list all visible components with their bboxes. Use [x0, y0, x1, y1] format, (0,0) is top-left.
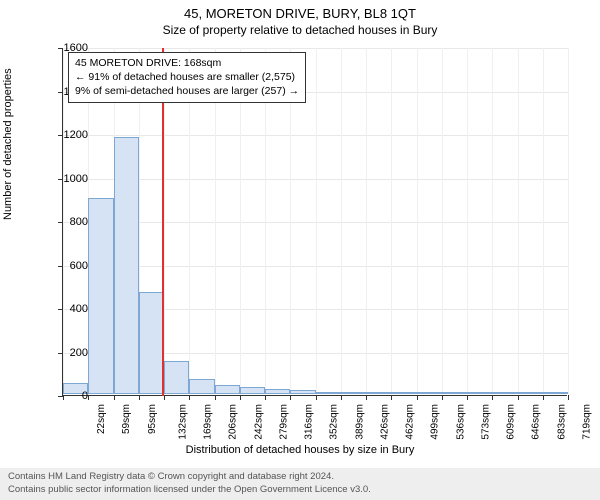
xtick-label: 242sqm: [253, 404, 264, 440]
xtick-mark: [391, 395, 392, 400]
ytick-label: 800: [48, 216, 88, 228]
xtick-label: 279sqm: [278, 404, 289, 440]
chart-title: 45, MORETON DRIVE, BURY, BL8 1QT: [0, 0, 600, 21]
histogram-bar: [189, 379, 214, 394]
xtick-mark: [139, 395, 140, 400]
gridline-v: [391, 48, 392, 396]
xtick-label: 573sqm: [480, 404, 491, 440]
ytick-label: 600: [48, 260, 88, 272]
xtick-label: 22sqm: [96, 404, 107, 434]
gridline-v: [417, 48, 418, 396]
gridline-v: [467, 48, 468, 396]
histogram-bar: [366, 392, 391, 394]
xtick-label: 426sqm: [379, 404, 390, 440]
xtick-label: 536sqm: [455, 404, 466, 440]
histogram-bar: [164, 361, 189, 394]
footer-line-1: Contains HM Land Registry data © Crown c…: [8, 471, 592, 483]
histogram-bar: [215, 385, 240, 394]
ytick-label: 1000: [48, 173, 88, 185]
histogram-bar: [442, 392, 467, 394]
xtick-mark: [467, 395, 468, 400]
xtick-label: 132sqm: [177, 404, 188, 440]
xtick-label: 499sqm: [430, 404, 441, 440]
histogram-bar: [518, 392, 543, 394]
xtick-label: 316sqm: [304, 404, 315, 440]
ytick-label: 0: [48, 390, 88, 402]
xtick-mark: [240, 395, 241, 400]
xtick-label: 389sqm: [354, 404, 365, 440]
x-axis-label: Distribution of detached houses by size …: [0, 444, 600, 456]
annotation-line: ← 91% of detached houses are smaller (2,…: [75, 70, 299, 84]
xtick-mark: [518, 395, 519, 400]
histogram-bar: [391, 392, 416, 394]
gridline-v: [366, 48, 367, 396]
xtick-label: 206sqm: [228, 404, 239, 440]
histogram-bar: [417, 392, 442, 394]
footer: Contains HM Land Registry data © Crown c…: [0, 468, 600, 500]
xtick-label: 59sqm: [121, 404, 132, 434]
gridline-v: [543, 48, 544, 396]
xtick-mark: [366, 395, 367, 400]
y-axis-label: Number of detached properties: [2, 68, 14, 220]
xtick-mark: [189, 395, 190, 400]
xtick-label: 462sqm: [405, 404, 416, 440]
xtick-label: 609sqm: [506, 404, 517, 440]
gridline-v: [568, 48, 569, 396]
histogram-bar: [265, 389, 290, 394]
histogram-bar: [290, 390, 315, 394]
ytick-label: 200: [48, 347, 88, 359]
xtick-mark: [88, 395, 89, 400]
gridline-v: [341, 48, 342, 396]
annotation-line: 45 MORETON DRIVE: 168sqm: [75, 56, 299, 70]
histogram-bar: [341, 392, 366, 394]
ytick-label: 1200: [48, 129, 88, 141]
histogram-bar: [240, 387, 265, 394]
xtick-mark: [442, 395, 443, 400]
gridline-v: [316, 48, 317, 396]
xtick-mark: [543, 395, 544, 400]
annotation-box: 45 MORETON DRIVE: 168sqm← 91% of detache…: [68, 52, 306, 103]
xtick-mark: [341, 395, 342, 400]
footer-line-2: Contains public sector information licen…: [8, 484, 592, 496]
xtick-label: 683sqm: [556, 404, 567, 440]
histogram-bar: [492, 392, 517, 394]
gridline-v: [492, 48, 493, 396]
xtick-mark: [492, 395, 493, 400]
histogram-bar: [139, 292, 164, 394]
xtick-mark: [417, 395, 418, 400]
gridline-v: [442, 48, 443, 396]
histogram-bar: [114, 137, 139, 394]
histogram-bar: [88, 198, 113, 394]
chart-container: 45, MORETON DRIVE, BURY, BL8 1QT Size of…: [0, 0, 600, 500]
xtick-mark: [215, 395, 216, 400]
gridline-v: [518, 48, 519, 396]
annotation-line: 9% of semi-detached houses are larger (2…: [75, 84, 299, 98]
xtick-mark: [265, 395, 266, 400]
xtick-mark: [114, 395, 115, 400]
ytick-label: 400: [48, 303, 88, 315]
xtick-mark: [290, 395, 291, 400]
histogram-bar: [316, 392, 341, 394]
histogram-bar: [467, 392, 492, 394]
xtick-label: 169sqm: [203, 404, 214, 440]
xtick-label: 719sqm: [581, 404, 592, 440]
xtick-label: 95sqm: [147, 404, 158, 434]
histogram-bar: [543, 392, 568, 394]
xtick-label: 352sqm: [329, 404, 340, 440]
xtick-mark: [568, 395, 569, 400]
chart-subtitle: Size of property relative to detached ho…: [0, 21, 600, 37]
xtick-label: 646sqm: [531, 404, 542, 440]
xtick-mark: [316, 395, 317, 400]
